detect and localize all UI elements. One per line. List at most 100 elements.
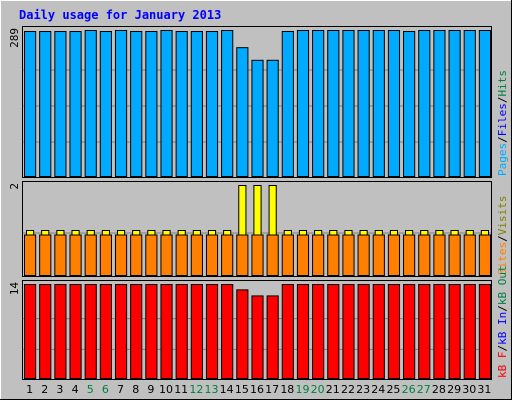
bar-kbytes-day-19 <box>296 284 310 379</box>
x-tick-label-day-3: 3 <box>56 383 63 396</box>
x-tick-label-day-21: 21 <box>326 383 340 396</box>
x-tick-label-day-12: 12 <box>189 383 203 396</box>
x-axis-labels: 1 2 3 4 5 6 7 8 9 10 11 12 13 14 15 16 17 18 19 20 21 22 23 24 2… <box>26 383 491 396</box>
legend-entry-hits-4: Hits <box>496 70 509 97</box>
bar-visits-sites-day-6 <box>99 234 112 276</box>
bar-hits-day-19 <box>296 30 310 177</box>
bar-visits-sites-day-17 <box>266 234 279 276</box>
bar-visits-sites-day-16 <box>251 234 264 276</box>
bar-kbytes-day-23 <box>357 284 370 379</box>
bar-visits-sites-day-29 <box>448 234 461 276</box>
bar-kbytes-day-6 <box>99 284 112 379</box>
bar-hits-day-16 <box>251 59 264 177</box>
bar-kbytes-day-29 <box>448 284 461 379</box>
bar-hits-day-22 <box>342 30 355 177</box>
bar-hits-day-14 <box>221 30 234 177</box>
panel-frame-hits <box>22 26 492 178</box>
bar-hits-day-24 <box>372 30 385 177</box>
bar-hits-day-7 <box>114 30 128 177</box>
x-tick-label-day-28: 28 <box>432 383 446 396</box>
bar-visits-sites-day-15 <box>236 234 249 276</box>
x-tick-label-day-29: 29 <box>447 383 461 396</box>
bar-kbytes-day-1 <box>24 284 37 379</box>
panel-frame-kbytes <box>22 280 492 380</box>
bar-kbytes-day-30 <box>463 284 476 379</box>
x-tick-label-day-7: 7 <box>117 383 124 396</box>
bar-kbytes-day-7 <box>114 284 128 379</box>
bar-visits-sites-day-8 <box>130 234 143 276</box>
x-tick-label-day-2: 2 <box>41 383 48 396</box>
x-tick-label-day-9: 9 <box>147 383 154 396</box>
bar-kbytes-day-28 <box>433 284 446 379</box>
bar-kbytes-day-17 <box>266 295 279 379</box>
bar-hits-day-4 <box>69 31 82 178</box>
bar-hits-day-31 <box>478 30 492 177</box>
legend-kbytes: kB F/kB In/kB Out <box>496 265 509 378</box>
panel-visits: 2 Sites/Visits <box>8 181 509 277</box>
bar-visits-sites-day-2 <box>39 234 52 276</box>
legend-entry-kbytes-3: / <box>496 305 509 312</box>
y-max-label-kbytes: 14 <box>8 282 21 296</box>
bar-visits-sites-day-22 <box>342 234 355 276</box>
panel-frame-visits <box>22 181 492 277</box>
bar-visits-sites-day-24 <box>372 234 385 276</box>
bar-kbytes-day-2 <box>39 284 52 379</box>
bar-hits-day-12 <box>190 31 203 178</box>
bar-visits-sites-day-30 <box>463 234 476 276</box>
bar-kbytes-day-20 <box>312 284 325 379</box>
legend-entry-hits-3: / <box>496 97 509 104</box>
bar-hits-day-11 <box>175 31 188 178</box>
legend-entry-hits-1: / <box>496 136 509 143</box>
bar-hits-day-3 <box>54 31 67 178</box>
x-tick-label-day-15: 15 <box>235 383 249 396</box>
bar-hits-day-25 <box>387 30 401 177</box>
x-tick-label-day-26: 26 <box>402 383 416 396</box>
legend-entry-kbytes-0: kB F <box>496 352 509 379</box>
panel-kbytes: 14 kB F/kB In/kB Out <box>8 265 509 380</box>
bar-visits-sites-day-7 <box>114 234 128 276</box>
legend-entry-hits-0: Pages <box>496 143 509 176</box>
bar-kbytes-day-12 <box>190 284 203 379</box>
bar-hits-day-23 <box>357 30 370 177</box>
bar-hits-day-13 <box>205 31 219 178</box>
bar-visits-sites-day-13 <box>205 234 219 276</box>
x-tick-label-day-17: 17 <box>265 383 279 396</box>
x-tick-label-day-23: 23 <box>356 383 370 396</box>
legend-entry-kbytes-1: / <box>496 345 509 352</box>
bar-hits-day-20 <box>312 30 325 177</box>
bar-hits-day-15 <box>236 47 249 178</box>
bar-hits-day-27 <box>418 30 431 177</box>
bar-kbytes-day-4 <box>69 284 82 379</box>
bar-kbytes-day-10 <box>160 284 173 379</box>
bar-visits-sites-day-26 <box>403 234 416 276</box>
bar-kbytes-day-11 <box>175 284 188 379</box>
bar-visits-sites-day-19 <box>296 234 310 276</box>
bar-hits-day-28 <box>433 30 446 177</box>
bar-hits-day-8 <box>130 31 143 178</box>
bar-visits-sites-day-1 <box>24 234 37 276</box>
x-tick-label-day-24: 24 <box>371 383 385 396</box>
bar-kbytes-day-22 <box>342 284 355 379</box>
x-tick-label-day-27: 27 <box>417 383 431 396</box>
bar-visits-sites-day-18 <box>281 234 294 276</box>
bar-hits-day-18 <box>281 31 294 178</box>
bar-visits-sites-day-9 <box>145 234 158 276</box>
legend-entry-hits-2: Files <box>496 103 509 136</box>
legend-entry-visits-0: Sites <box>496 242 509 275</box>
x-tick-label-day-8: 8 <box>132 383 139 396</box>
y-max-label-hits: 289 <box>8 28 21 48</box>
x-tick-label-day-22: 22 <box>341 383 355 396</box>
x-tick-label-day-13: 13 <box>205 383 219 396</box>
bar-kbytes-day-27 <box>418 284 431 379</box>
bar-visits-sites-day-11 <box>175 234 188 276</box>
bar-hits-day-17 <box>266 59 279 177</box>
bar-kbytes-day-21 <box>327 284 340 379</box>
legend-visits: Sites/Visits <box>496 196 509 276</box>
x-tick-label-day-1: 1 <box>26 383 33 396</box>
legend-hits: Pages/Files/Hits <box>496 70 509 176</box>
bar-kbytes-day-13 <box>205 284 219 379</box>
bar-kbytes-day-25 <box>387 284 401 379</box>
x-tick-label-day-18: 18 <box>280 383 294 396</box>
legend-entry-visits-1: / <box>496 235 509 242</box>
